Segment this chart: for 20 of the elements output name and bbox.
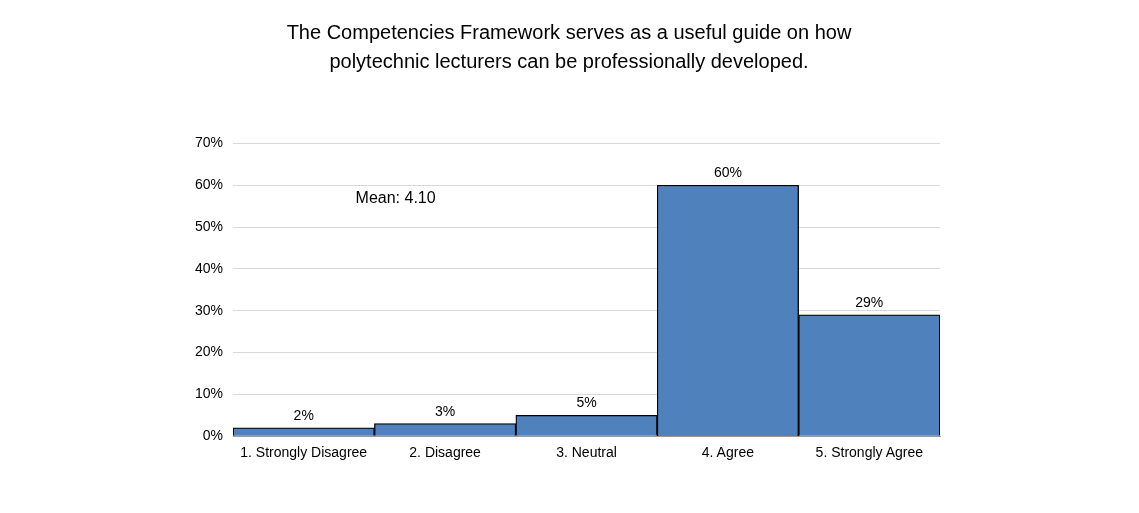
y-tick-label: 40% <box>194 259 224 276</box>
data-label: 60% <box>713 164 742 181</box>
y-tick-label: 50% <box>194 217 224 234</box>
x-tick-label: 5. Strongly Agree <box>815 444 924 461</box>
y-tick-label: 60% <box>194 176 224 193</box>
y-tick-label: 30% <box>194 301 224 318</box>
y-tick-label: 20% <box>194 343 224 360</box>
data-label: 5% <box>576 394 597 411</box>
y-tick-label: 10% <box>194 385 224 402</box>
x-tick-label: 1. Strongly Disagree <box>240 444 368 461</box>
y-tick-label: 70% <box>194 134 224 151</box>
x-tick-label: 3. Neutral <box>556 444 617 461</box>
annotation: Mean: 4.10 <box>355 189 436 207</box>
data-label: 3% <box>435 402 456 419</box>
data-label: 2% <box>293 406 314 423</box>
chart-title: The Competencies Framework serves as a useful guide on how polytechnic lecturers can be professionally developed. <box>285 20 853 74</box>
x-tick-label: 4. Agree <box>701 444 755 461</box>
data-label: 29% <box>855 293 884 310</box>
y-tick-label: 0% <box>202 427 224 444</box>
x-tick-label: 2. Disagree <box>409 444 482 461</box>
